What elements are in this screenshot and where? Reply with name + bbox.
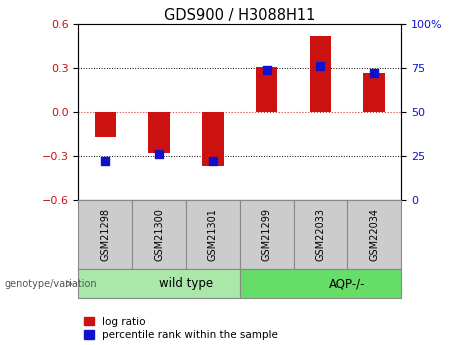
Point bbox=[371, 71, 378, 76]
Title: GDS900 / H3088H11: GDS900 / H3088H11 bbox=[164, 8, 315, 23]
Bar bbox=[78, 200, 132, 269]
Bar bbox=[256, 67, 278, 112]
Point bbox=[317, 63, 324, 69]
Point bbox=[155, 151, 163, 157]
Point bbox=[101, 159, 109, 164]
Text: GSM21300: GSM21300 bbox=[154, 208, 164, 261]
Text: GSM21299: GSM21299 bbox=[261, 208, 272, 261]
Text: GSM21298: GSM21298 bbox=[100, 208, 110, 261]
Bar bbox=[363, 72, 385, 112]
Bar bbox=[132, 200, 186, 269]
Text: GSM21301: GSM21301 bbox=[208, 208, 218, 261]
Bar bbox=[148, 112, 170, 153]
Bar bbox=[240, 269, 401, 298]
Bar bbox=[95, 112, 116, 137]
Bar bbox=[78, 269, 240, 298]
Point bbox=[209, 159, 217, 164]
Text: wild type: wild type bbox=[159, 277, 213, 290]
Text: GSM22034: GSM22034 bbox=[369, 208, 379, 261]
Bar bbox=[347, 200, 401, 269]
Bar bbox=[310, 36, 331, 112]
Text: GSM22033: GSM22033 bbox=[315, 208, 325, 261]
Bar bbox=[240, 200, 294, 269]
Bar bbox=[186, 200, 240, 269]
Bar bbox=[294, 200, 347, 269]
Legend: log ratio, percentile rank within the sample: log ratio, percentile rank within the sa… bbox=[83, 317, 278, 340]
Point bbox=[263, 67, 270, 73]
Text: AQP-/-: AQP-/- bbox=[329, 277, 366, 290]
Text: genotype/variation: genotype/variation bbox=[5, 279, 97, 289]
Bar bbox=[202, 112, 224, 166]
